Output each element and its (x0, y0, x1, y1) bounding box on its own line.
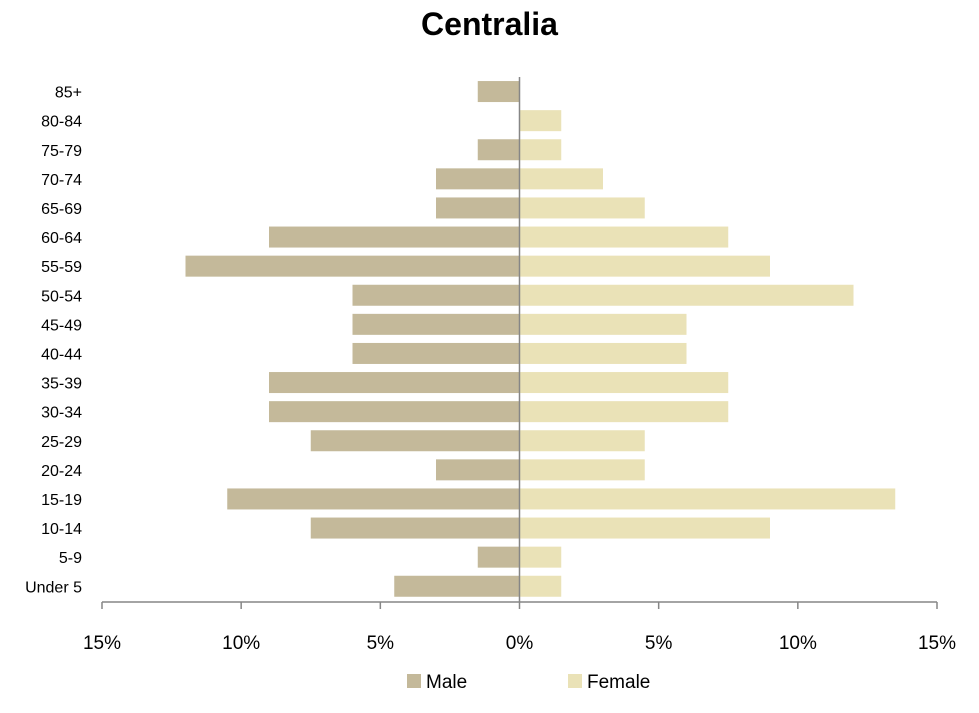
category-label-75-79: 75-79 (41, 143, 82, 160)
legend-label-female: Female (587, 672, 650, 693)
bar-female-50-54 (519, 284, 854, 306)
bar-female-55-59 (519, 255, 770, 277)
x-tick-label: 0% (506, 633, 534, 654)
bar-female-65-69 (519, 197, 645, 219)
bar-male-85- (477, 81, 520, 103)
bar-female-20-24 (519, 459, 645, 481)
bar-male-55-59 (185, 255, 520, 277)
category-label-20-24: 20-24 (41, 463, 82, 480)
bar-male-25-29 (310, 430, 520, 452)
category-label-60-64: 60-64 (41, 230, 82, 247)
category-label-15-19: 15-19 (41, 492, 82, 509)
bar-male-under-5 (394, 575, 520, 597)
x-tick-label: 15% (918, 633, 956, 654)
bar-male-35-39 (269, 372, 520, 394)
bar-female-10-14 (519, 517, 770, 539)
category-label-70-74: 70-74 (41, 172, 82, 189)
legend-label-male: Male (426, 672, 467, 693)
category-label-50-54: 50-54 (41, 288, 82, 305)
x-tick-label: 15% (83, 633, 121, 654)
category-label-35-39: 35-39 (41, 376, 82, 393)
x-tick-label: 5% (645, 633, 673, 654)
bar-male-70-74 (436, 168, 520, 190)
category-label-80-84: 80-84 (41, 114, 82, 131)
chart-title: Centralia (421, 6, 558, 42)
category-label-40-44: 40-44 (41, 346, 82, 363)
bar-female-75-79 (519, 139, 562, 161)
bar-female-5-9 (519, 546, 562, 568)
bar-female-35-39 (519, 372, 729, 394)
bar-female-30-34 (519, 401, 729, 423)
bar-male-15-19 (227, 488, 520, 510)
category-label-5-9: 5-9 (59, 550, 82, 567)
bar-female-60-64 (519, 226, 729, 248)
legend-swatch-female (568, 674, 582, 688)
x-tick-label: 10% (222, 633, 260, 654)
bar-male-10-14 (310, 517, 520, 539)
bar-male-75-79 (477, 139, 520, 161)
legend-swatch-male (407, 674, 421, 688)
bar-female-25-29 (519, 430, 645, 452)
bar-male-65-69 (436, 197, 520, 219)
bar-female-70-74 (519, 168, 603, 190)
category-label-under-5: Under 5 (25, 579, 82, 596)
category-label-30-34: 30-34 (41, 405, 82, 422)
bar-female-15-19 (519, 488, 896, 510)
category-label-55-59: 55-59 (41, 259, 82, 276)
bar-male-5-9 (477, 546, 520, 568)
x-tick-label: 5% (367, 633, 395, 654)
bar-male-45-49 (352, 313, 520, 335)
bar-male-20-24 (436, 459, 520, 481)
bar-female-45-49 (519, 313, 687, 335)
bar-male-60-64 (269, 226, 520, 248)
bar-male-30-34 (269, 401, 520, 423)
bar-female-40-44 (519, 342, 687, 364)
category-label-65-69: 65-69 (41, 201, 82, 218)
category-label-85-: 85+ (55, 85, 82, 102)
bar-female-80-84 (519, 110, 562, 132)
bar-male-40-44 (352, 342, 520, 364)
category-label-10-14: 10-14 (41, 521, 82, 538)
category-label-25-29: 25-29 (41, 434, 82, 451)
category-label-45-49: 45-49 (41, 317, 82, 334)
bar-male-50-54 (352, 284, 520, 306)
x-tick-label: 10% (779, 633, 817, 654)
bar-female-under-5 (519, 575, 562, 597)
